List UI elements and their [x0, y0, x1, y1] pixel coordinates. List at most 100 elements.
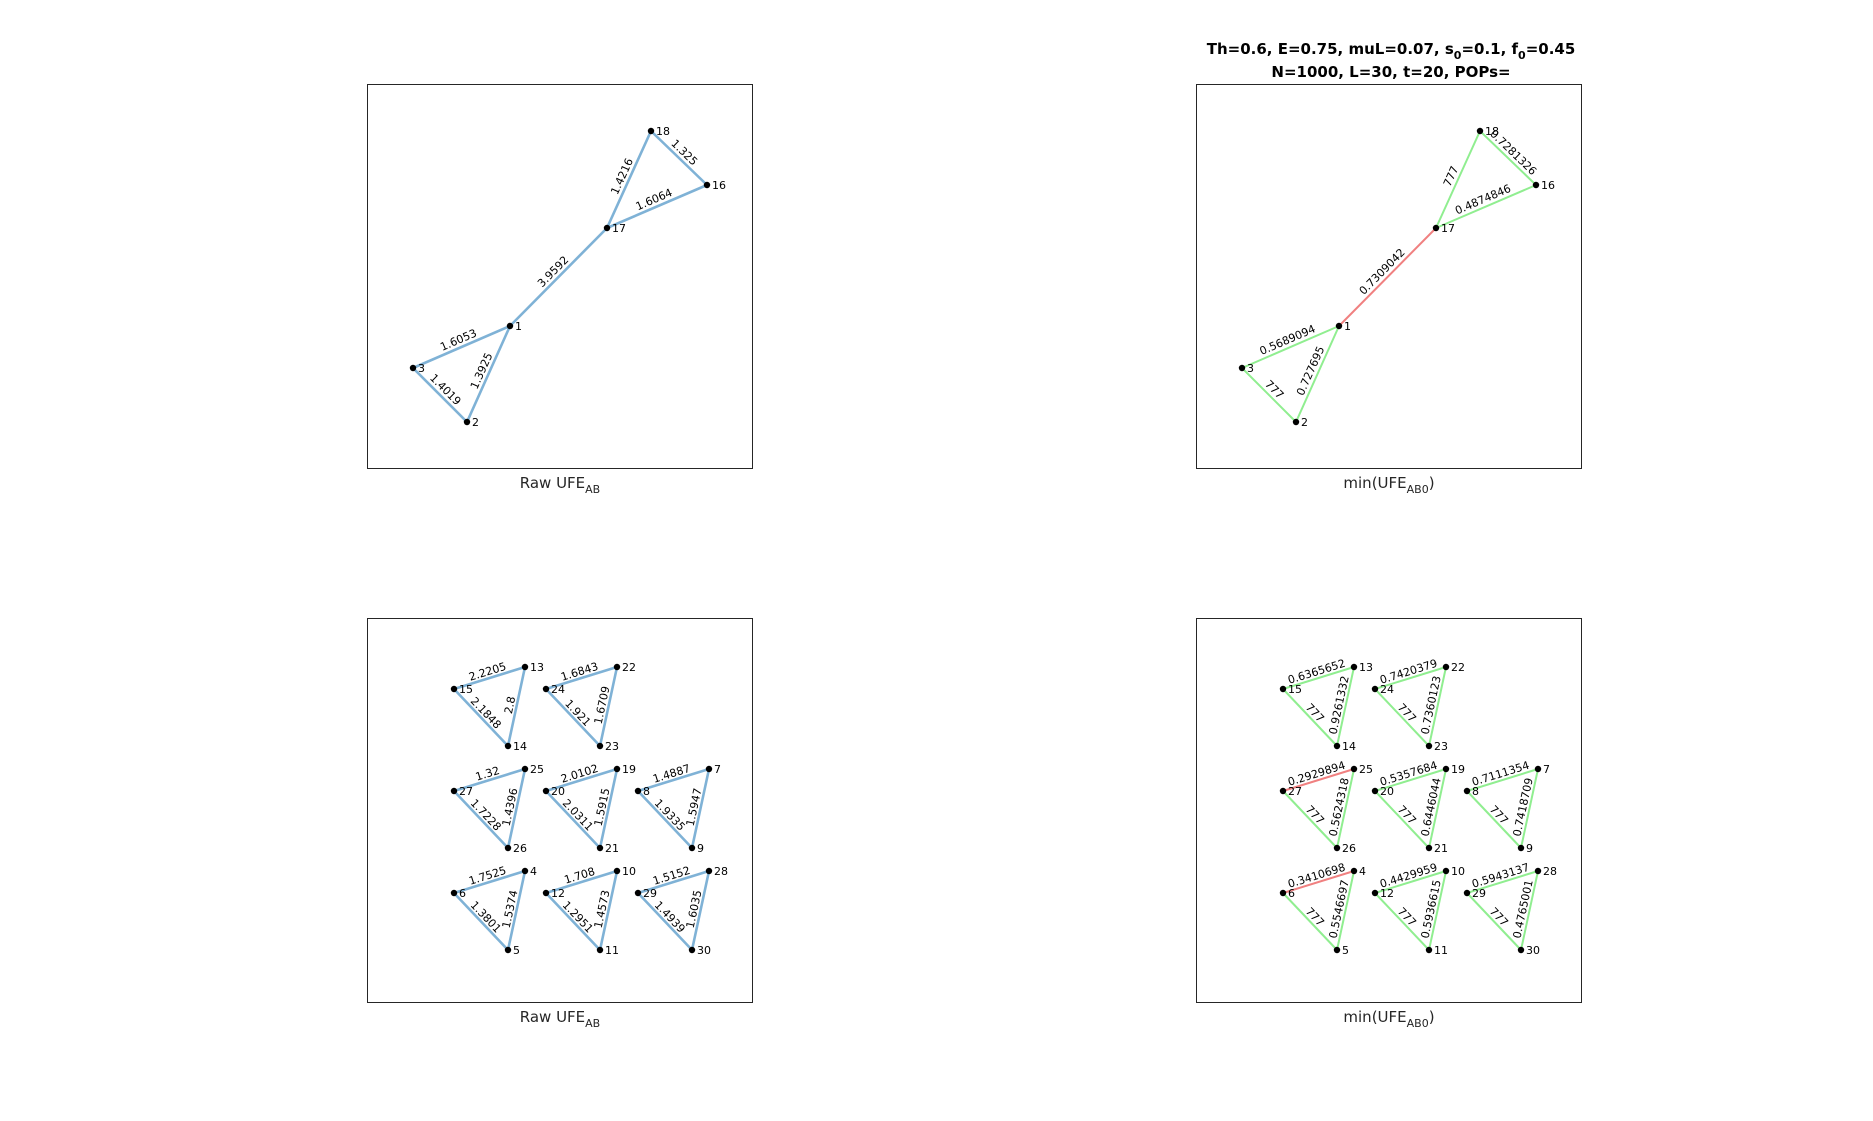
node-label: 28	[1543, 865, 1557, 878]
node-label: 9	[1526, 842, 1533, 855]
node-label: 21	[1434, 842, 1448, 855]
node-label: 18	[656, 125, 670, 138]
graph-node	[521, 867, 529, 875]
graph-edge	[506, 665, 527, 748]
graph-edge	[690, 869, 711, 952]
graph-node	[688, 946, 696, 954]
graph-edge	[636, 767, 711, 793]
node-label: 13	[1359, 661, 1373, 674]
node-label: 6	[459, 887, 466, 900]
graph-node	[1279, 787, 1287, 795]
graph-edge	[1435, 184, 1537, 229]
graph-edge	[452, 891, 510, 952]
graph-edge	[1336, 870, 1355, 951]
graph-node	[647, 127, 655, 135]
caption-bottom-right: min(UFEAB0)	[1343, 1008, 1434, 1030]
graph-node	[450, 889, 458, 897]
graph-node	[634, 787, 642, 795]
graph-node	[1350, 663, 1358, 671]
node-label: 17	[612, 222, 626, 235]
graph-node	[1432, 224, 1440, 232]
graph-node	[703, 181, 711, 189]
panel-frame-bottom-right	[1196, 618, 1582, 1003]
graph-edge	[544, 665, 619, 691]
node-label: 26	[1342, 842, 1356, 855]
graph-node	[613, 765, 621, 773]
graph-edge	[1374, 666, 1447, 690]
graph-edge	[1374, 768, 1447, 792]
graph-node	[1238, 364, 1246, 372]
graph-edge	[465, 324, 512, 424]
graph-node	[688, 844, 696, 852]
node-label: 6	[1288, 887, 1295, 900]
node-label: 9	[697, 842, 704, 855]
node-label: 12	[1380, 887, 1394, 900]
node-label: 2	[1301, 416, 1308, 429]
graph-edge	[411, 366, 469, 424]
caption-bottom-left: Raw UFEAB	[520, 1008, 600, 1030]
node-label: 24	[1380, 683, 1394, 696]
graph-edge	[452, 767, 527, 793]
graph-edge	[636, 869, 711, 895]
figure-title-line-2: N=1000, L=30, t=20, POPs=	[1271, 63, 1510, 81]
node-label: 23	[605, 740, 619, 753]
graph-edge	[452, 665, 527, 691]
node-label: 30	[697, 944, 711, 957]
graph-edge	[1520, 768, 1539, 849]
graph-edge	[544, 891, 602, 952]
node-label: 7	[714, 763, 721, 776]
panel-frame-bottom-left	[367, 618, 753, 1003]
graph-edge	[605, 129, 653, 230]
graph-node	[596, 844, 604, 852]
graph-edge	[544, 789, 602, 850]
graph-edge	[508, 226, 609, 328]
graph-edge	[1428, 870, 1447, 951]
node-label: 30	[1526, 944, 1540, 957]
node-label: 16	[712, 179, 726, 192]
node-label: 15	[459, 683, 473, 696]
node-label: 22	[622, 661, 636, 674]
node-label: 18	[1485, 125, 1499, 138]
graph-edge	[1282, 790, 1338, 849]
node-label: 14	[513, 740, 527, 753]
node-label: 28	[714, 865, 728, 878]
graph-node	[1442, 765, 1450, 773]
node-label: 11	[605, 944, 619, 957]
node-label: 19	[1451, 763, 1465, 776]
graph-edge	[452, 789, 510, 850]
graph-node	[1463, 889, 1471, 897]
node-label: 14	[1342, 740, 1356, 753]
graph-node	[1517, 844, 1525, 852]
graph-edge	[1374, 688, 1430, 747]
node-label: 5	[1342, 944, 1349, 957]
node-label: 29	[1472, 887, 1486, 900]
graph-edge	[1374, 790, 1430, 849]
graph-edge	[452, 869, 527, 895]
graph-edge	[605, 183, 709, 230]
graph-node	[596, 742, 604, 750]
node-label: 25	[530, 763, 544, 776]
graph-edge	[1428, 768, 1447, 849]
graph-edge	[506, 869, 527, 952]
graph-edge	[1295, 325, 1340, 423]
graph-edge	[506, 767, 527, 850]
graph-node	[596, 946, 604, 954]
graph-node	[409, 364, 417, 372]
graph-node	[1350, 765, 1358, 773]
graph-node	[1279, 889, 1287, 897]
graph-edge	[598, 767, 619, 850]
graph-node	[1333, 844, 1341, 852]
graph-node	[1517, 946, 1525, 954]
graph-edge	[1282, 688, 1338, 747]
graph-edge	[411, 324, 512, 370]
node-label: 13	[530, 661, 544, 674]
graph-edge	[1282, 892, 1338, 951]
graph-node	[1333, 742, 1341, 750]
graph-edge	[636, 891, 694, 952]
node-label: 8	[1472, 785, 1479, 798]
graph-node	[1534, 765, 1542, 773]
graph-node	[705, 765, 713, 773]
graph-edge	[690, 767, 711, 850]
node-label: 8	[643, 785, 650, 798]
